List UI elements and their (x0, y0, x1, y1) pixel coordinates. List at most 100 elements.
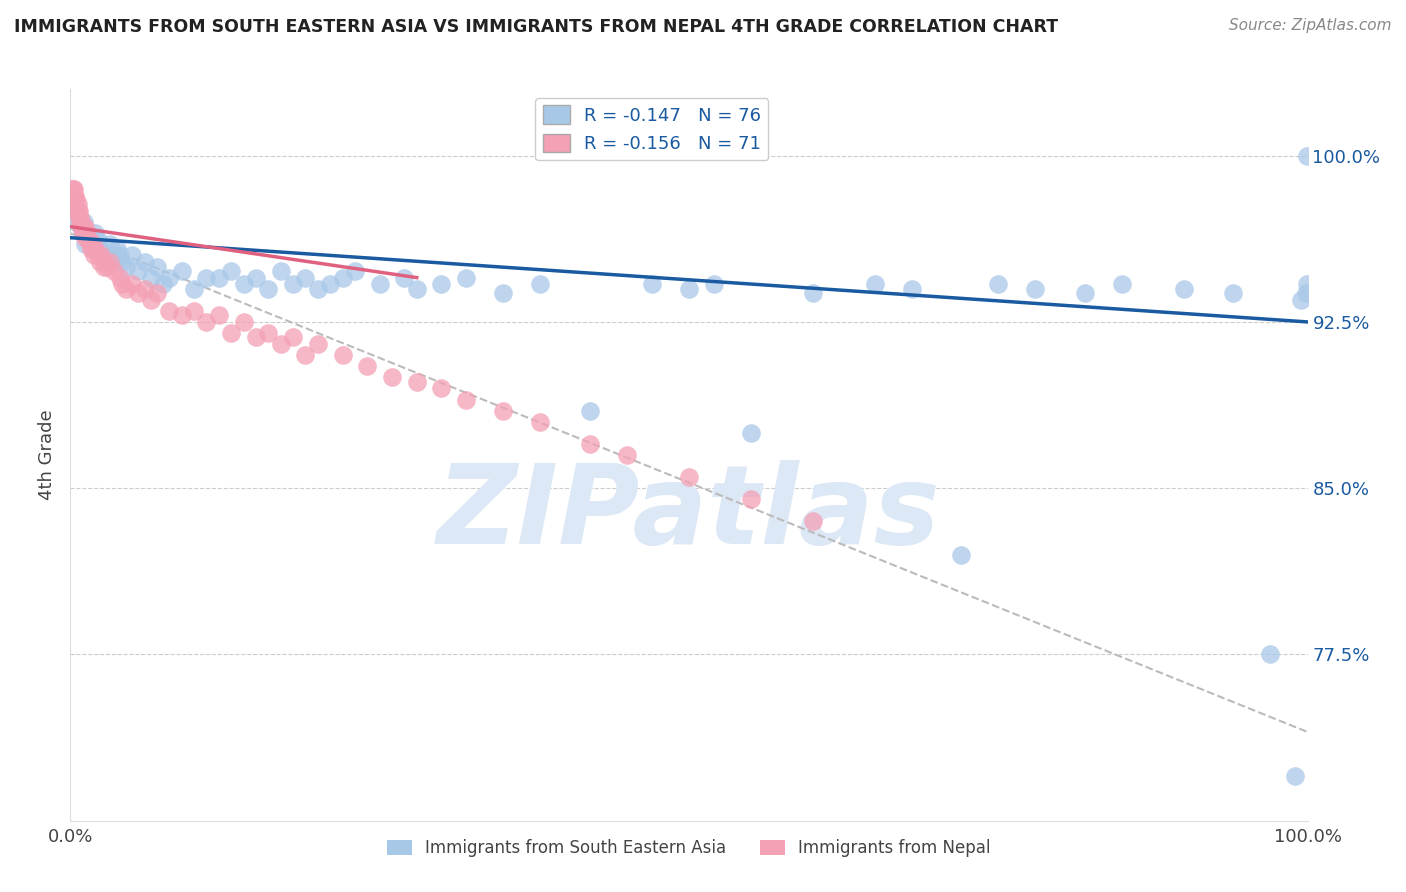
Point (84, 242, 107, 256)
Point (195, 315, 218, 329)
Point (579, 437, 602, 451)
Point (69, 211, 91, 225)
Point (66, 204, 89, 219)
Point (950, 548, 973, 562)
Point (307, 282, 329, 296)
Point (63, 193, 86, 207)
Point (127, 264, 149, 278)
Point (1173, 282, 1195, 296)
Point (208, 308, 231, 322)
Point (281, 330, 304, 344)
Point (332, 270, 354, 285)
Point (1222, 286, 1244, 301)
Point (152, 277, 174, 292)
Point (294, 270, 316, 285)
Point (307, 337, 329, 351)
Point (232, 315, 254, 329)
Point (641, 277, 664, 292)
Point (232, 277, 254, 292)
Point (394, 270, 416, 285)
Point (63, 188, 86, 202)
Point (245, 270, 267, 285)
Point (740, 492, 762, 507)
Point (121, 277, 143, 292)
Point (456, 270, 478, 285)
Point (146, 286, 169, 301)
Point (65, 193, 87, 207)
Point (90, 242, 112, 256)
Point (111, 255, 134, 269)
Point (96, 260, 118, 274)
Point (703, 277, 725, 292)
Point (430, 277, 453, 292)
Point (93, 260, 115, 274)
Point (900, 282, 922, 296)
Point (134, 255, 156, 269)
Point (529, 415, 551, 429)
Point (108, 248, 131, 262)
Point (157, 270, 180, 285)
Point (529, 277, 551, 292)
Point (75, 227, 97, 241)
Point (108, 270, 131, 285)
Point (115, 260, 138, 274)
Point (70, 219, 93, 234)
Point (270, 337, 292, 351)
Point (60, 182, 83, 196)
Point (405, 282, 427, 296)
Point (83, 248, 105, 262)
Point (103, 248, 125, 262)
Point (80, 242, 103, 256)
Point (294, 348, 316, 362)
Point (75, 237, 97, 252)
Point (146, 260, 169, 274)
Point (678, 282, 700, 296)
Point (456, 392, 478, 407)
Point (73, 227, 96, 241)
Text: ZIPatlas: ZIPatlas (437, 460, 941, 567)
Point (219, 326, 242, 340)
Point (219, 264, 242, 278)
Point (70, 215, 93, 229)
Point (66, 204, 89, 219)
Point (183, 282, 205, 296)
Point (105, 242, 128, 256)
Point (405, 375, 427, 389)
Point (65, 188, 87, 202)
Point (801, 515, 824, 529)
Point (65, 215, 87, 229)
Point (115, 282, 138, 296)
Point (82, 242, 104, 256)
Point (1074, 286, 1097, 301)
Point (65, 193, 87, 207)
Point (157, 303, 180, 318)
Point (183, 303, 205, 318)
Point (75, 227, 97, 241)
Point (170, 264, 193, 278)
Point (863, 277, 886, 292)
Point (89, 255, 111, 269)
Point (75, 230, 97, 244)
Point (139, 293, 162, 307)
Point (98, 237, 121, 252)
Point (208, 270, 231, 285)
Point (343, 264, 366, 278)
Point (678, 470, 700, 484)
Point (492, 403, 515, 417)
Point (84, 227, 107, 241)
Point (492, 286, 515, 301)
Point (76, 230, 98, 244)
Point (1295, 286, 1317, 301)
Point (170, 308, 193, 322)
Point (77, 230, 100, 244)
Point (72, 227, 94, 241)
Y-axis label: 4th Grade: 4th Grade (38, 409, 56, 500)
Point (66, 197, 89, 211)
Point (319, 277, 342, 292)
Text: IMMIGRANTS FROM SOUTH EASTERN ASIA VS IMMIGRANTS FROM NEPAL 4TH GRADE CORRELATIO: IMMIGRANTS FROM SOUTH EASTERN ASIA VS IM… (14, 18, 1059, 36)
Point (127, 286, 149, 301)
Point (103, 264, 125, 278)
Point (381, 370, 404, 384)
Point (67, 209, 90, 223)
Point (801, 286, 824, 301)
